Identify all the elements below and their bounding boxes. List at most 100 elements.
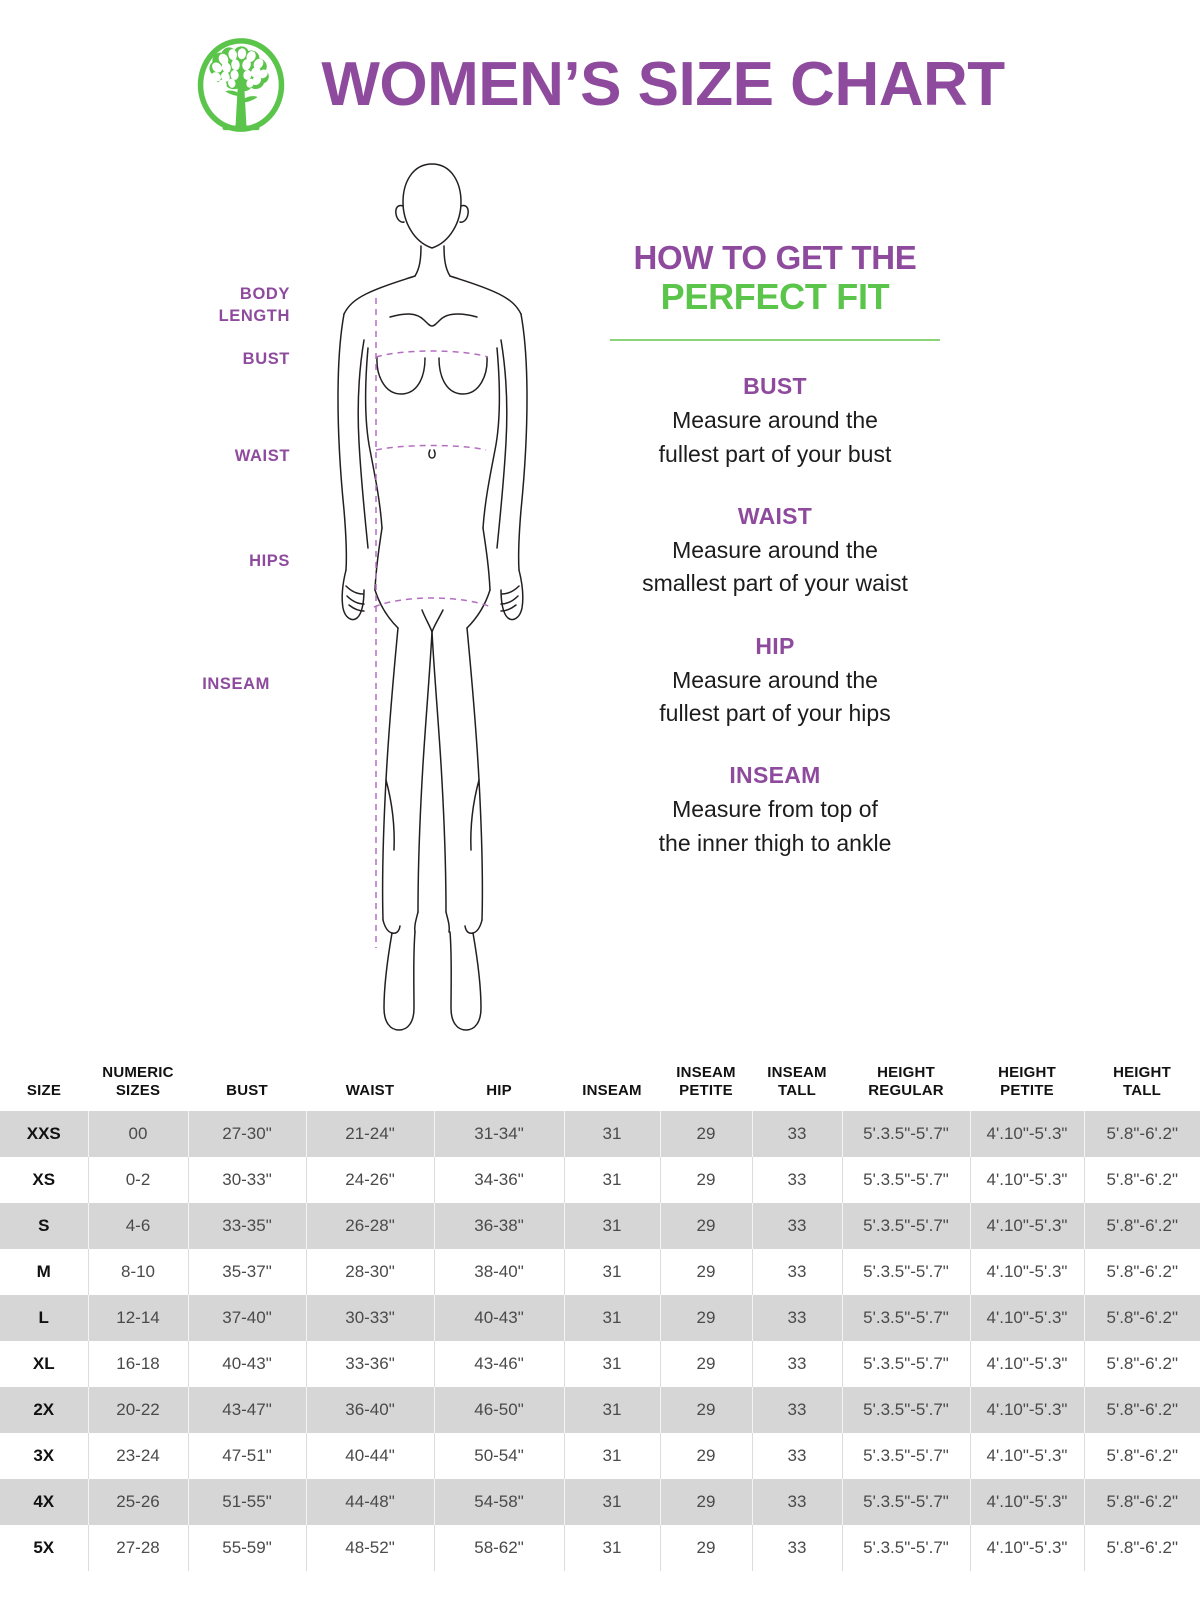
cell-inseam-tall: 33 [751, 1202, 842, 1249]
col-header-height-regular-l2: REGULAR [868, 1082, 944, 1100]
table-body: XXS 00 27-30" 21-24" 31-34" 31 29 33 5'.3.5"-5'.… [0, 1110, 1200, 1571]
col-header-inseam-l1: INSEAM [582, 1082, 642, 1100]
cell-height-tall: 5'.8"-6'.2" [1083, 1248, 1200, 1295]
cell-inseam-tall: 33 [751, 1110, 842, 1157]
cell-height-tall: 5'.8"-6'.2" [1083, 1202, 1200, 1249]
cell-height-regular: 5'.3.5"-5'.7" [841, 1340, 970, 1387]
table-row: M 8-10 35-37" 28-30" 38-40" 31 29 33 5'.3.5"-5'.… [0, 1248, 1200, 1295]
cell-height-regular: 5'.3.5"-5'.7" [841, 1202, 970, 1249]
perfect-fit-guide: HOW TO GET THE PERFECT FIT BUST Measure … [580, 239, 970, 860]
cell-inseam: 31 [563, 1478, 660, 1525]
tip-bust: BUST Measure around the fullest part of … [580, 373, 970, 471]
table-row: 4X 25-26 51-55" 44-48" 54-58" 31 29 33 5'.3.5"-5… [0, 1478, 1200, 1525]
cell-height-tall: 5'.8"-6'.2" [1083, 1110, 1200, 1157]
cell-hip: 58-62" [433, 1524, 564, 1571]
col-header-numeric-l1: NUMERIC [102, 1064, 174, 1081]
cell-height-petite: 4'.10"-5'.3" [969, 1110, 1084, 1157]
label-body-length: BODY LENGTH [140, 283, 290, 328]
cell-height-tall: 5'.8"-6'.2" [1083, 1478, 1200, 1525]
cell-height-regular: 5'.3.5"-5'.7" [841, 1524, 970, 1571]
cell-inseam-tall: 33 [751, 1340, 842, 1387]
cell-hip: 38-40" [433, 1248, 564, 1295]
cell-hip: 50-54" [433, 1432, 564, 1479]
col-header-size: SIZE [0, 1058, 88, 1111]
cell-inseam-petite: 29 [659, 1340, 752, 1387]
cell-height-petite: 4'.10"-5'.3" [969, 1248, 1084, 1295]
cell-height-petite: 4'.10"-5'.3" [969, 1156, 1084, 1203]
cell-height-regular: 5'.3.5"-5'.7" [841, 1156, 970, 1203]
cell-hip: 40-43" [433, 1294, 564, 1341]
table-row: XXS 00 27-30" 21-24" 31-34" 31 29 33 5'.3.5"-5'.… [0, 1110, 1200, 1157]
col-header-numeric-sizes: NUMERIC SIZES [88, 1058, 188, 1111]
label-inseam: INSEAM [202, 675, 270, 693]
table-row: 2X 20-22 43-47" 36-40" 46-50" 31 29 33 5'.3.5"-5… [0, 1386, 1200, 1433]
female-body-illustration-icon [337, 163, 528, 1031]
cell-inseam-petite: 29 [659, 1432, 752, 1479]
cell-height-tall: 5'.8"-6'.2" [1083, 1432, 1200, 1479]
tip-hip-line1: Measure around the [672, 666, 878, 693]
cell-hip: 46-50" [433, 1386, 564, 1433]
size-table-wrap: SIZE NUMERIC SIZES BUST WAIST HIP [0, 1058, 1200, 1571]
cell-height-tall: 5'.8"-6'.2" [1083, 1340, 1200, 1387]
cell-height-regular: 5'.3.5"-5'.7" [841, 1248, 970, 1295]
cell-numeric: 0-2 [87, 1156, 188, 1203]
cell-inseam-tall: 33 [751, 1478, 842, 1525]
tip-hip-line2: fullest part of your hips [659, 699, 891, 726]
cell-height-petite: 4'.10"-5'.3" [969, 1524, 1084, 1571]
cell-bust: 40-43" [187, 1340, 306, 1387]
label-body-length-line2: LENGTH [218, 307, 290, 326]
cell-numeric: 16-18 [87, 1340, 188, 1387]
col-header-height-petite-l2: PETITE [1000, 1082, 1054, 1100]
cell-numeric: 25-26 [87, 1478, 188, 1525]
cell-inseam: 31 [563, 1432, 660, 1479]
cell-waist: 36-40" [305, 1386, 434, 1433]
col-header-size-l1: SIZE [26, 1082, 62, 1100]
cell-size: 4X [0, 1478, 88, 1525]
cell-numeric: 00 [87, 1110, 188, 1157]
cell-bust: 33-35" [187, 1202, 306, 1249]
cell-bust: 30-33" [187, 1156, 306, 1203]
col-header-height-tall-l2: TALL [1122, 1082, 1161, 1100]
divider [610, 339, 940, 342]
cell-inseam-tall: 33 [751, 1432, 842, 1479]
col-header-inseam-petite-l2: PETITE [679, 1082, 733, 1100]
tip-bust-line1: Measure around the [672, 407, 878, 434]
tip-waist: WAIST Measure around the smallest part o… [580, 503, 970, 601]
col-header-waist-l1: WAIST [345, 1082, 395, 1100]
cell-height-petite: 4'.10"-5'.3" [969, 1478, 1084, 1525]
col-header-height-petite-l1: HEIGHT [998, 1064, 1056, 1081]
col-header-inseam: INSEAM [564, 1058, 660, 1111]
col-header-height-petite: HEIGHT PETITE [970, 1058, 1084, 1111]
cell-inseam-petite: 29 [659, 1294, 752, 1341]
tip-bust-line2: fullest part of your bust [658, 440, 892, 467]
cell-numeric: 20-22 [87, 1386, 188, 1433]
cell-bust: 27-30" [187, 1110, 306, 1157]
table-row: 3X 23-24 47-51" 40-44" 50-54" 31 29 33 5'.3.5"-5… [0, 1432, 1200, 1479]
cell-bust: 37-40" [187, 1294, 306, 1341]
cell-inseam: 31 [563, 1202, 660, 1249]
tip-hip: HIP Measure around the fullest part of y… [580, 633, 970, 731]
tip-bust-title: BUST [743, 373, 807, 400]
cell-size: XS [0, 1156, 88, 1203]
cell-waist: 33-36" [305, 1340, 434, 1387]
fit-heading-line1: HOW TO GET THE [633, 239, 917, 276]
col-header-inseam-petite-l1: INSEAM [676, 1064, 736, 1081]
cell-hip: 36-38" [433, 1202, 564, 1249]
col-header-inseam-tall-l1: INSEAM [767, 1064, 827, 1081]
body-figure-block: BODY LENGTH BUST WAIST HIPS INSEAM [150, 150, 580, 1040]
cell-inseam: 31 [563, 1110, 660, 1157]
col-header-height-tall: HEIGHT TALL [1084, 1058, 1200, 1111]
table-row: L 12-14 37-40" 30-33" 40-43" 31 29 33 5'.3.5"-5'… [0, 1294, 1200, 1341]
table-row: 5X 27-28 55-59" 48-52" 58-62" 31 29 33 5'.3.5"-5… [0, 1524, 1200, 1571]
cell-inseam-petite: 29 [659, 1478, 752, 1525]
cell-waist: 28-30" [305, 1248, 434, 1295]
table-row: S 4-6 33-35" 26-28" 36-38" 31 29 33 5'.3.5"-5'.7… [0, 1202, 1200, 1249]
cell-waist: 26-28" [305, 1202, 434, 1249]
col-header-waist: WAIST [306, 1058, 434, 1111]
tip-inseam-line1: Measure from top of [672, 796, 878, 823]
table-header-row: SIZE NUMERIC SIZES BUST WAIST HIP [0, 1058, 1200, 1111]
cell-waist: 21-24" [305, 1110, 434, 1157]
cell-inseam: 31 [563, 1156, 660, 1203]
cell-inseam: 31 [563, 1248, 660, 1295]
cell-height-regular: 5'.3.5"-5'.7" [841, 1294, 970, 1341]
